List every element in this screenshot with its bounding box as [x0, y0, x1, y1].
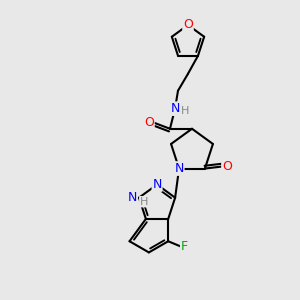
Text: O: O [144, 116, 154, 129]
Text: H: H [181, 106, 189, 116]
Text: O: O [183, 19, 193, 32]
Text: H: H [181, 106, 189, 116]
Text: H: H [140, 197, 148, 207]
Text: N: N [128, 191, 137, 204]
Text: N: N [170, 102, 180, 115]
Text: N: N [128, 191, 137, 204]
Text: F: F [181, 240, 188, 253]
Text: N: N [174, 162, 184, 175]
Text: N: N [152, 178, 162, 191]
Text: O: O [222, 160, 232, 173]
Text: O: O [144, 116, 154, 129]
Text: H: H [140, 197, 148, 207]
Text: F: F [181, 240, 188, 253]
Text: O: O [183, 19, 193, 32]
Text: N: N [170, 102, 180, 115]
Text: N: N [174, 162, 184, 175]
Text: O: O [222, 160, 232, 173]
Text: N: N [152, 178, 162, 191]
